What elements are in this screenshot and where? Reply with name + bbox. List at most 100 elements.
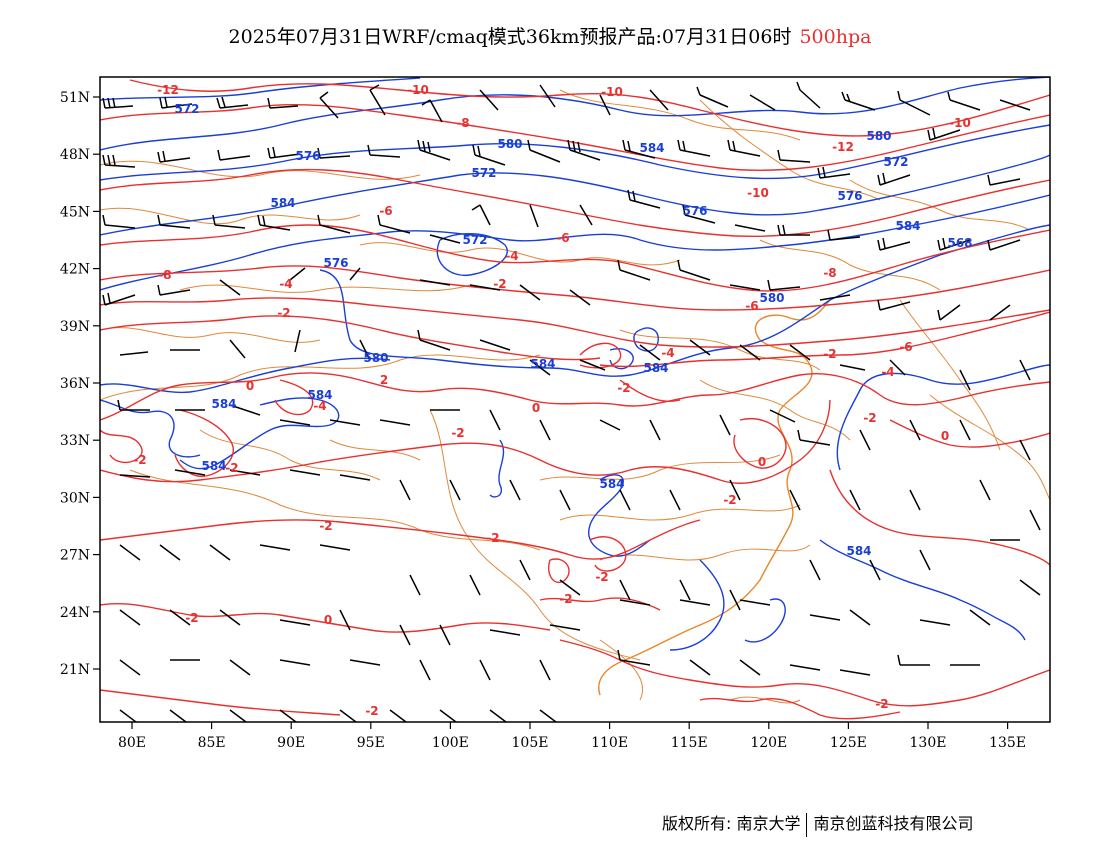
temperature-contours [100,79,1050,720]
temperature-contour-label: -10 [949,116,971,130]
temperature-contour-label: -2 [863,411,876,425]
height-contour-label: 568 [947,236,972,250]
height-contour-label: 572 [883,155,908,169]
height-contour-label: 584 [530,357,555,371]
temperature-contour-label: -6 [556,231,569,245]
lat-tick-label: 27N [60,548,90,564]
temperature-contour-label: -4 [279,277,292,291]
temperature-contour-label: 0 [532,401,540,415]
temperature-contour-label: -2 [486,531,499,545]
temperature-contour-labels: -12 -10 -10 -8 -12 -10 -10 -6 -6 -4 -4 -8 -8 -6 -2 -2 -4… [133,83,971,718]
lon-tick-label: 85E [198,735,226,751]
temperature-contour-label: -12 [157,83,179,97]
height-contour-label: 584 [599,477,624,491]
temperature-contour-label: 2 [380,373,388,387]
height-contour-label: 572 [462,233,487,247]
height-contour-label: 576 [682,204,707,218]
temperature-contour-label: 0 [246,379,254,393]
temperature-contour-label: -2 [277,306,290,320]
temperature-contour-label: -2 [185,611,198,625]
lon-tick-label: 95E [357,735,385,751]
company-text: 南京创蓝科技有限公司 [813,814,974,833]
lon-tick-label: 100E [432,735,469,751]
temperature-contour-label: -2 [723,493,736,507]
map-frame [99,76,1051,723]
height-contour-label: 584 [895,219,920,233]
height-contour-label: 576 [295,149,320,163]
height-contour-label: 576 [323,256,348,270]
title-main: 2025年07月31日WRF/cmaq模式36km预报产品:07月31日06时 [228,26,792,48]
longitude-axis: 80E 85E 90E 95E 100E 105E 110E 115E 120E 125E 130E… [118,722,1026,751]
temperature-contour-label: -4 [881,365,894,379]
temperature-contour-label: -4 [505,249,518,263]
height-contour-label: 584 [639,141,664,155]
footer: 版权所有: 南京大学 南京创蓝科技有限公司 [662,810,974,837]
temperature-contour-label: -2 [493,277,506,291]
temperature-contour-label: -10 [747,186,769,200]
temperature-contour-label: -4 [313,399,326,413]
temperature-contour-label: -2 [595,570,608,584]
temperature-contour-label: -10 [407,83,429,97]
temperature-contour-label: -2 [875,697,888,711]
pressure-level: 500hpa [799,26,872,48]
temperature-contour-label: -2 [365,704,378,718]
lon-tick-label: 130E [910,735,947,751]
height-contour-label: 584 [270,196,295,210]
height-contour-label: 572 [174,102,199,116]
lat-tick-label: 36N [60,376,90,392]
height-contour-label: 580 [363,351,388,365]
lat-tick-label: 48N [60,147,90,163]
lon-tick-label: 115E [671,735,708,751]
lat-tick-label: 45N [60,204,90,220]
temperature-contour-label: 0 [941,429,949,443]
coastline [598,299,831,696]
lat-tick-label: 39N [60,319,90,335]
temperature-contour-label: -6 [745,299,758,313]
height-contour-label: 584 [201,459,226,473]
lat-tick-label: 21N [60,662,90,678]
height-contour-label: 580 [866,129,891,143]
height-contour-label: 576 [837,189,862,203]
temperature-contour-label: -12 [832,140,854,154]
lon-tick-label: 135E [989,735,1026,751]
height-contour-label: 584 [211,397,236,411]
footer-separator [806,812,808,837]
temperature-contour-label: -10 [601,85,623,99]
temperature-contour-label: -6 [899,340,912,354]
lon-tick-label: 105E [512,735,549,751]
temperature-contour-label: -2 [823,347,836,361]
height-contour-label: 580 [497,137,522,151]
lon-tick-label: 125E [830,735,867,751]
temperature-contour-label: -2 [319,519,332,533]
temperature-contour-label: -8 [158,268,171,282]
temperature-contour-label: 0 [324,613,332,627]
temperature-contour-label: 0 [758,455,766,469]
lat-tick-label: 42N [60,262,90,278]
temperature-contour-label: -2 [133,453,146,467]
height-contour-label: 584 [846,544,871,558]
copyright-text: 版权所有: 南京大学 [662,814,801,833]
temperature-contour-label: -2 [559,592,572,606]
temperature-contour-label: -8 [456,116,469,130]
height-contour-label: 584 [643,361,668,375]
geopotential-height-contours [100,77,1050,651]
lat-tick-label: 24N [60,605,90,621]
wind-barbs [102,81,1041,722]
latitude-axis: 51N 48N 45N 42N 39N 36N 33N 30N 27N 24N 21N [60,90,100,678]
height-contour-label: 572 [471,166,496,180]
lon-tick-label: 90E [277,735,305,751]
temperature-contour-label: -2 [451,426,464,440]
lat-tick-label: 51N [60,90,90,106]
height-contour-label: 580 [759,291,784,305]
height-contour-labels: 572 576 580 584 584 572 576 580 572 576 584 568 572 5… [174,102,972,558]
lat-tick-label: 33N [60,433,90,449]
boundary-lines [100,89,1050,704]
height-contour-label: 584 [307,388,332,402]
temperature-contour-label: -2 [225,461,238,475]
lat-tick-label: 30N [60,490,90,506]
temperature-contour-label: -6 [379,204,392,218]
temperature-contour-label: -2 [617,381,630,395]
map-title: 2025年07月31日WRF/cmaq模式36km预报产品:07月31日06时 5… [0,22,1100,49]
temperature-contour-label: -4 [661,346,674,360]
